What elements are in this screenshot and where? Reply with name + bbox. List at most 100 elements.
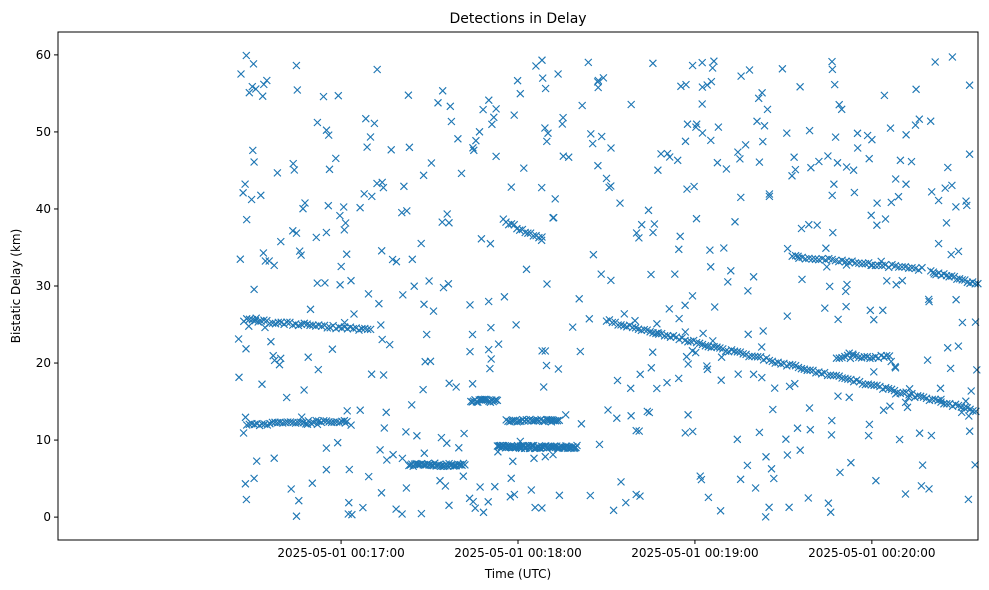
detection-point [339,203,348,211]
detection-point [300,319,309,328]
detection-point [804,494,813,502]
detection-point [283,318,291,327]
detection-point [250,285,259,294]
detection-point [736,475,745,484]
y-tick-label: 30 [36,279,51,293]
detection-point [803,366,812,375]
detection-point [943,163,952,172]
detection-point [713,158,722,167]
detection-point [585,314,594,323]
detection-point [270,356,279,365]
detection-point [513,76,522,85]
detection-point [934,196,943,205]
detection-point [895,435,904,444]
detection-point [245,88,254,97]
detection-point [836,468,844,477]
detection-point [398,290,407,299]
detection-point [797,224,806,233]
detection-point [378,335,387,344]
detection-point [621,498,630,507]
detection-point [538,56,546,65]
detection-point [443,210,452,218]
detection-point [806,366,815,375]
detection-point [236,255,245,264]
detection-point [519,164,528,173]
detection-point [274,318,283,327]
detection-point [404,91,413,100]
detection-point [344,510,353,518]
detection-point [798,275,806,284]
detection-point [328,345,337,354]
detection-point [797,364,806,373]
detection-point [475,127,484,136]
detection-point [289,159,298,168]
detection-point [745,66,754,74]
detection-point [254,318,263,326]
detection-point [654,328,662,337]
detection-point [705,246,714,255]
detection-point [882,351,891,360]
detection-point [881,383,890,392]
detection-point [863,131,872,140]
detection-point [692,338,701,347]
detection-point [778,64,787,73]
detection-point [541,452,550,461]
detection-point [252,457,261,466]
detection-point [537,504,546,512]
detection-point [256,191,265,200]
detection-point [634,233,643,242]
detection-point [832,371,841,380]
detection-point [350,310,358,318]
detection-point [300,386,309,394]
detection-point [744,330,753,339]
detection-point [828,228,837,237]
detection-point [261,323,269,332]
detection-point [364,472,373,481]
detection-point [306,305,315,314]
detection-point [719,244,728,252]
detection-point [898,276,907,285]
detection-point [843,280,851,289]
detection-point [344,498,353,507]
detection-point [733,347,742,356]
detection-point [453,134,462,143]
detection-point [484,345,493,354]
detection-point [627,100,636,109]
detection-point [288,226,297,235]
detection-point [468,379,477,388]
detection-point [313,279,322,288]
detection-point [334,91,343,100]
detection-point [269,351,278,360]
detection-point [885,352,894,360]
detection-point [322,228,331,237]
detection-point [673,156,682,165]
detection-point [589,250,598,259]
detection-point [682,352,691,361]
detection-point [480,395,489,404]
detection-point [894,192,903,201]
x-axis-label: Time (UTC) [484,567,551,581]
detection-point [670,270,679,279]
detection-point [446,102,455,111]
detection-point [691,123,700,132]
detection-point [340,225,349,234]
detection-point [627,411,636,420]
detection-point [954,342,963,351]
detection-point [898,262,906,271]
detection-point [584,58,593,67]
detection-point [252,314,261,323]
detection-point [665,153,674,161]
detection-point [691,348,700,357]
detection-point [648,348,657,357]
detection-point [555,416,564,425]
detection-point [943,343,952,352]
detection-point [356,406,365,415]
detection-point [347,276,355,285]
detection-point [506,492,515,501]
detection-point [422,330,431,339]
detection-point [617,477,625,486]
detection-point [850,188,859,197]
detection-point [721,347,730,356]
detection-point [743,286,752,295]
